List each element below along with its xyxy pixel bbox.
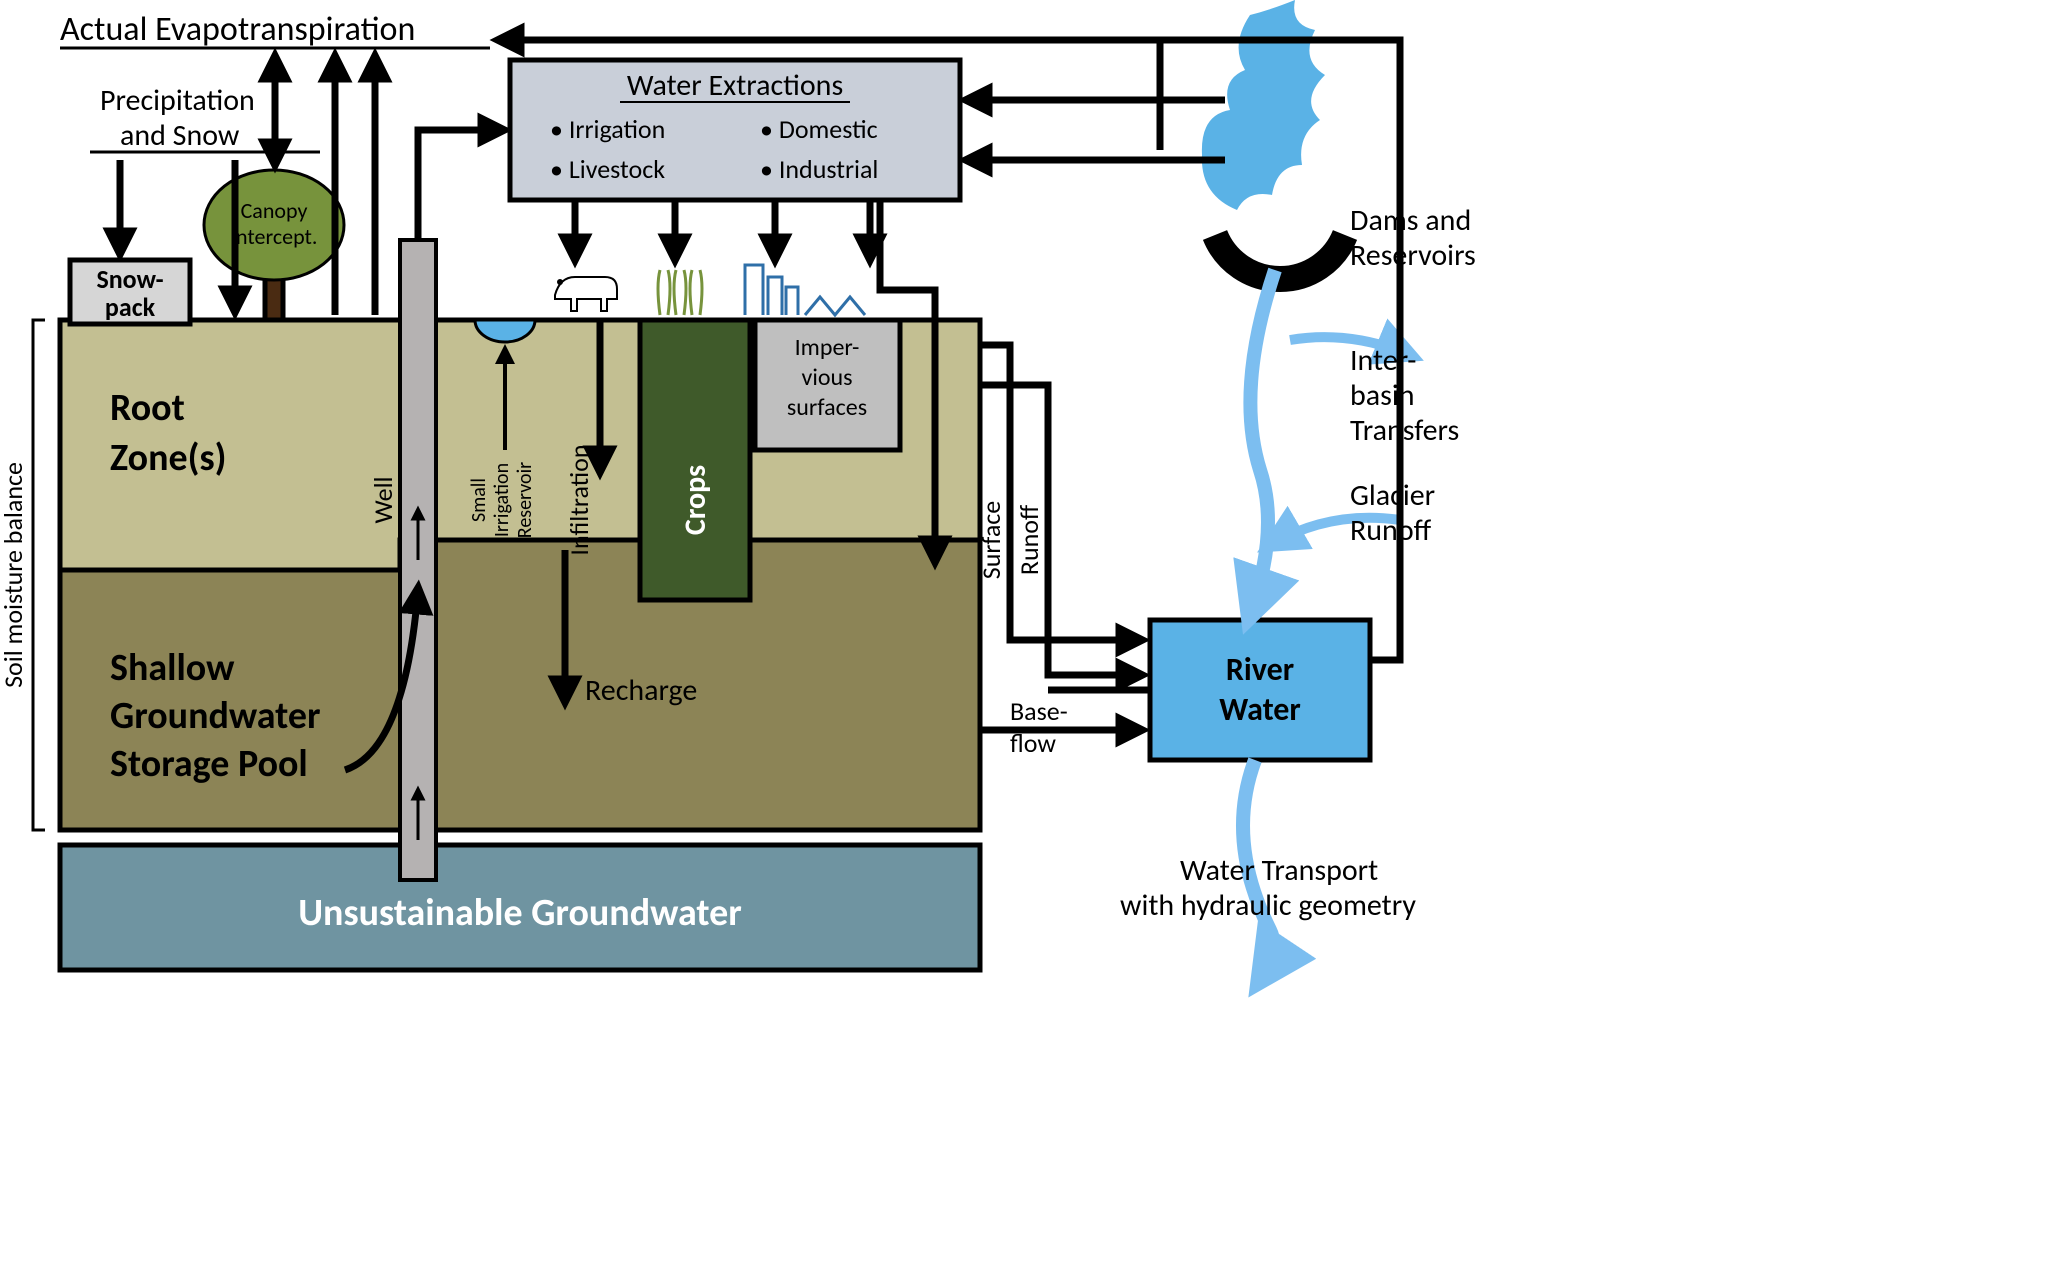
extr-irrigation: • Irrigation <box>550 113 665 145</box>
transport-2: with hydraulic geometry <box>1120 887 1416 924</box>
river-2: Water <box>1219 690 1301 729</box>
shallow-gw-2: Groundwater <box>110 693 321 739</box>
extr-livestock: • Livestock <box>550 153 665 185</box>
interbasin-3: Transfers <box>1350 412 1459 449</box>
glacier-2: Runoff <box>1350 512 1432 549</box>
small-res-3: Reservoir <box>513 462 537 538</box>
soil-moisture-label: Soil moisture balance <box>0 462 29 688</box>
river-down-arrow <box>1250 270 1275 615</box>
well-label: Well <box>367 476 399 523</box>
impervious-label-3: surfaces <box>787 393 867 422</box>
precip-2: and Snow <box>120 117 240 154</box>
interbasin-1: Inter- <box>1350 342 1416 379</box>
extr-domestic: • Domestic <box>760 113 878 145</box>
interbasin-2: basin <box>1350 377 1415 414</box>
shallow-gw-1: Shallow <box>110 645 235 691</box>
recharge-label: Recharge <box>585 672 697 709</box>
canopy-1: Canopy <box>241 197 308 224</box>
baseflow-1: Base- <box>1010 695 1068 727</box>
impervious-label-1: Imper- <box>795 333 860 362</box>
canopy-2: Intercept. <box>231 223 318 250</box>
small-res-1: Small <box>467 478 491 522</box>
reservoir-shape <box>1202 0 1325 210</box>
snowpack-2: pack <box>105 291 156 323</box>
crops-label: Crops <box>677 465 714 535</box>
river-1: River <box>1226 650 1294 689</box>
infiltration-label: Infiltration <box>563 444 595 555</box>
shallow-gw-3: Storage Pool <box>110 741 308 787</box>
precip-1: Precipitation <box>100 82 255 119</box>
root-zone-label-2: Zone(s) <box>110 435 226 481</box>
baseflow-2: flow <box>1010 727 1056 759</box>
root-zone-label-1: Root <box>110 385 185 431</box>
dams-2: Reservoirs <box>1350 237 1476 274</box>
impervious-label-2: vious <box>802 363 853 392</box>
glacier-1: Glacier <box>1350 477 1435 514</box>
evapotranspiration-label: Actual Evapotranspiration <box>60 9 415 50</box>
crops-box <box>640 320 750 600</box>
runoff-label: Runoff <box>1013 505 1045 575</box>
small-res-2: Irrigation <box>490 463 514 537</box>
unsustainable-label: Unsustainable Groundwater <box>298 890 742 936</box>
surface-label: Surface <box>975 501 1007 579</box>
extr-industrial: • Industrial <box>760 153 878 185</box>
extractions-title: Water Extractions <box>627 67 843 104</box>
dams-1: Dams and <box>1350 202 1471 239</box>
transport-1: Water Transport <box>1180 852 1378 889</box>
